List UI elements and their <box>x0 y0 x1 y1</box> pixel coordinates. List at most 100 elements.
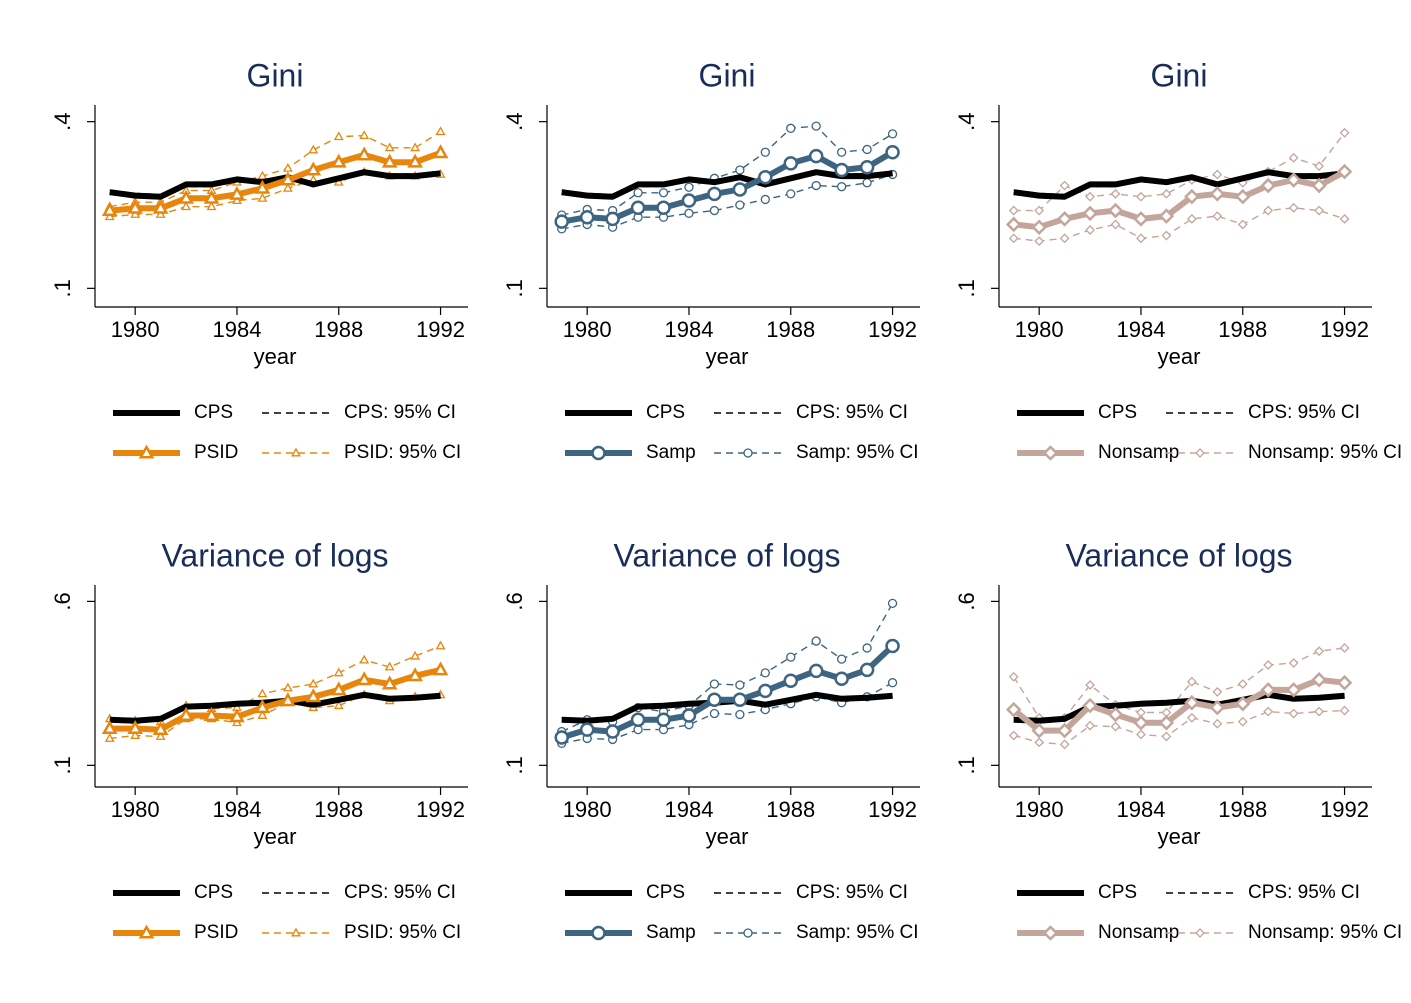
marker <box>432 661 449 676</box>
marker <box>1339 705 1350 716</box>
marker <box>1031 722 1047 739</box>
plot-area <box>1005 643 1353 750</box>
legend-label: CPS: 95% CI <box>344 402 456 423</box>
marker <box>605 724 620 739</box>
marker <box>656 200 671 216</box>
y-tick-label: .4 <box>502 112 527 130</box>
marker <box>1234 188 1251 205</box>
marker <box>887 598 898 609</box>
marker <box>1234 695 1251 712</box>
marker <box>1059 180 1070 191</box>
marker <box>1158 714 1175 731</box>
marker <box>155 731 166 740</box>
marker <box>1263 706 1274 717</box>
marker <box>1186 676 1197 687</box>
series-line <box>1013 691 1345 724</box>
marker <box>280 171 296 186</box>
marker <box>1285 172 1302 188</box>
legend-marker <box>591 445 606 461</box>
panel-title: Variance of logs <box>161 537 388 573</box>
marker <box>1311 177 1327 194</box>
marker <box>735 165 745 175</box>
marker <box>887 678 898 688</box>
marker <box>257 193 268 202</box>
marker <box>1034 205 1045 216</box>
marker <box>1186 213 1197 224</box>
plot-area <box>101 640 449 742</box>
marker <box>130 209 141 218</box>
x-axis-title: year <box>1158 344 1201 369</box>
marker <box>181 201 191 211</box>
marker <box>837 147 847 157</box>
marker <box>1288 202 1299 213</box>
series-line <box>1013 169 1345 200</box>
marker <box>1212 686 1223 697</box>
marker <box>605 211 620 227</box>
legend-label: PSID: 95% CI <box>344 922 461 943</box>
marker <box>178 189 194 204</box>
x-tick-label: 1988 <box>314 797 363 822</box>
y-tick-label: .1 <box>502 756 527 774</box>
marker <box>356 671 373 686</box>
marker <box>735 709 745 720</box>
y-tick-label: .1 <box>954 756 979 774</box>
marker <box>1314 205 1325 216</box>
marker <box>707 692 722 708</box>
marker <box>1107 202 1124 219</box>
legend-marker <box>743 448 753 458</box>
marker <box>254 179 271 194</box>
marker <box>1212 718 1223 729</box>
marker <box>257 170 268 180</box>
legend-marker <box>291 447 301 457</box>
marker <box>1161 230 1172 241</box>
marker <box>1005 216 1022 233</box>
y-tick-label: .6 <box>50 592 75 610</box>
x-axis-title: year <box>254 344 297 369</box>
ci-line <box>109 645 441 723</box>
marker <box>1336 674 1353 691</box>
marker <box>732 182 748 197</box>
x-tick-label: 1988 <box>766 797 815 822</box>
marker <box>786 652 796 662</box>
x-tick-label: 1992 <box>868 317 917 342</box>
marker <box>330 681 347 696</box>
marker <box>330 153 347 168</box>
marker <box>554 214 569 229</box>
panel-title: Gini <box>247 57 304 93</box>
x-axis-title: year <box>706 344 749 369</box>
panel: Variance of logs .1 .6 1980 1984 1988 1992 year… <box>50 537 468 943</box>
y-tick-label: .4 <box>50 112 75 130</box>
marker <box>407 667 423 682</box>
x-axis-title: year <box>706 824 749 849</box>
marker <box>1008 205 1019 216</box>
marker <box>1008 671 1019 682</box>
marker <box>1085 225 1095 235</box>
panel: Variance of logs .1 .6 1980 1984 1988 1992 year… <box>502 537 920 943</box>
marker <box>308 678 319 688</box>
marker <box>834 671 849 687</box>
legend-marker <box>1042 925 1059 941</box>
x-tick-label: 1984 <box>664 797 713 822</box>
marker <box>1314 161 1325 172</box>
legend: CPS CPS: 95% CI Nonsamp Nonsamp: 95% CI <box>1017 882 1402 943</box>
marker <box>1059 739 1070 750</box>
marker <box>1136 233 1146 244</box>
legend-label: Nonsamp: 95% CI <box>1248 442 1402 463</box>
legend-label: CPS <box>194 402 233 423</box>
marker <box>656 712 671 728</box>
marker <box>333 667 344 677</box>
marker <box>1133 714 1149 731</box>
marker <box>152 199 169 214</box>
marker <box>1136 729 1146 740</box>
legend-label: PSID: 95% CI <box>344 442 461 463</box>
x-tick-label: 1984 <box>212 797 261 822</box>
series-line <box>109 169 441 200</box>
plot-area <box>554 598 900 749</box>
legend-label: Samp <box>646 922 696 943</box>
marker <box>333 131 344 141</box>
x-tick-label: 1984 <box>1116 317 1165 342</box>
marker <box>837 182 847 192</box>
marker <box>760 194 770 205</box>
y-tick-label: .1 <box>502 279 527 297</box>
